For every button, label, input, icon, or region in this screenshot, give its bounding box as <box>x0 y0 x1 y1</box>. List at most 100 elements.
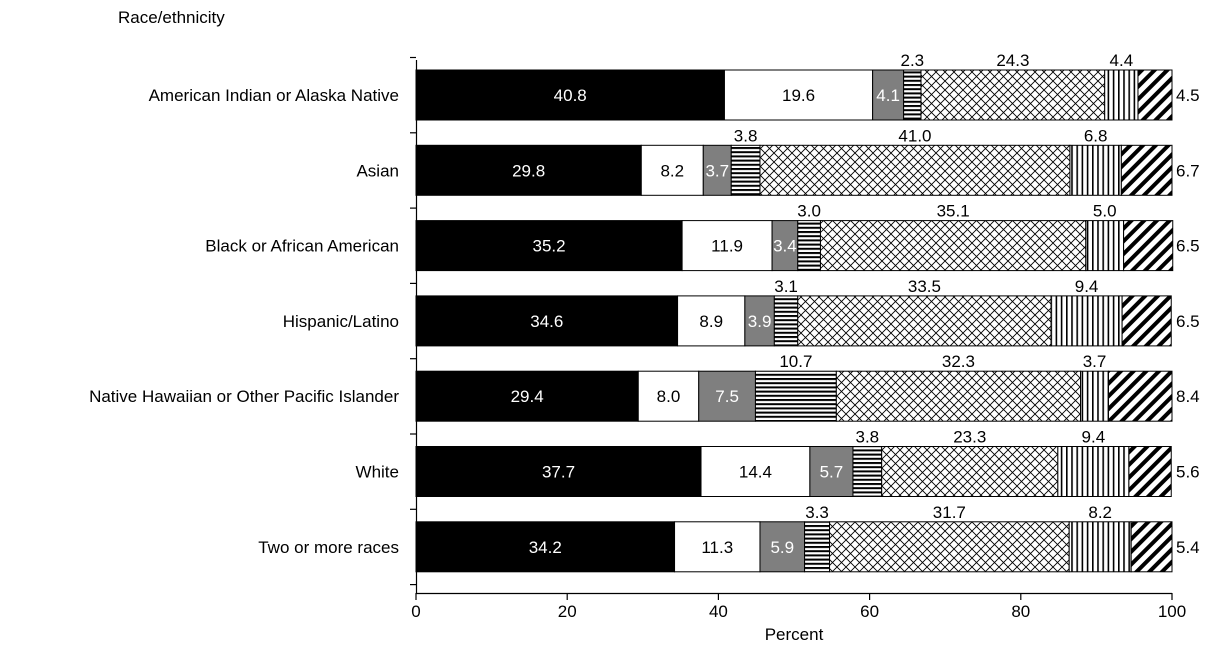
y-axis-title: Race/ethnicity <box>118 8 225 27</box>
data-label: 34.6 <box>530 312 563 331</box>
data-label: 35.2 <box>533 237 566 256</box>
ticks-group: 0 20 40 60 80 100 <box>410 56 1186 621</box>
data-label: 3.4 <box>773 237 797 256</box>
data-label: 3.3 <box>805 503 829 522</box>
bar-segment <box>759 521 806 573</box>
data-label: 37.7 <box>542 463 575 482</box>
data-label: 23.3 <box>953 428 986 447</box>
data-label: 5.7 <box>820 463 844 482</box>
data-label: 6.7 <box>1176 161 1200 180</box>
data-label: 9.4 <box>1082 428 1106 447</box>
bar-segment <box>835 370 1082 422</box>
data-label: 5.0 <box>1093 202 1117 221</box>
x-tick-label: 0 <box>411 602 420 621</box>
data-label: 10.7 <box>779 352 812 371</box>
data-label: 3.7 <box>705 161 729 180</box>
data-label: 32.3 <box>942 352 975 371</box>
bar-segment <box>1050 295 1123 347</box>
data-label: 6.5 <box>1176 312 1200 331</box>
bar-segment <box>829 521 1070 573</box>
bars-group <box>415 69 1174 573</box>
data-label: 35.1 <box>937 202 970 221</box>
x-tick-label: 40 <box>709 602 728 621</box>
data-label: 5.6 <box>1176 463 1200 482</box>
bar-segment <box>1137 69 1173 121</box>
data-label: 19.6 <box>782 86 815 105</box>
bar-segment <box>723 69 874 121</box>
bar-segment <box>698 370 756 422</box>
data-label: 29.4 <box>511 387 544 406</box>
data-label: 2.3 <box>900 51 924 70</box>
data-label: 33.5 <box>908 277 941 296</box>
bar-segment <box>1057 446 1130 497</box>
data-label: 3.0 <box>797 202 821 221</box>
bar-segment <box>797 220 821 272</box>
bar-segment <box>1121 295 1172 347</box>
bar-segment <box>872 69 905 121</box>
data-label: 8.9 <box>699 312 723 331</box>
bar-segment <box>1120 144 1173 196</box>
bar-segment <box>1068 521 1132 573</box>
data-label: 8.4 <box>1176 387 1200 406</box>
bar-segment <box>700 446 811 497</box>
bar-segment <box>415 370 639 422</box>
bar-segment <box>1130 521 1173 573</box>
data-label: 6.8 <box>1084 126 1108 145</box>
bar-segment <box>1107 370 1173 422</box>
category-label: Two or more races <box>258 538 399 557</box>
x-tick-label: 100 <box>1158 602 1186 621</box>
x-tick-label: 80 <box>1011 602 1030 621</box>
data-label: 4.4 <box>1110 51 1134 70</box>
category-labels-group: American Indian or Alaska Native Asian Bla… <box>89 86 399 557</box>
data-label: 40.8 <box>554 86 587 105</box>
bar-segment <box>730 144 761 196</box>
bar-segment <box>804 521 831 573</box>
data-label: 4.1 <box>876 86 900 105</box>
bar-segment <box>1128 446 1172 497</box>
data-label: 3.8 <box>856 428 880 447</box>
data-label: 9.4 <box>1075 277 1099 296</box>
bar-segment <box>771 220 799 272</box>
category-label: American Indian or Alaska Native <box>149 86 399 105</box>
bar-segment <box>640 144 704 196</box>
data-labels-group: 40.8 19.6 4.12.3 24.3 4.4 4.5 29.8 8.2 3.7 3.8 41.… <box>511 51 1200 557</box>
bar-segment <box>1080 370 1109 422</box>
axes-group <box>415 60 1172 595</box>
data-label: 3.7 <box>1083 352 1107 371</box>
data-label: 8.2 <box>1088 503 1112 522</box>
data-label: 31.7 <box>933 503 966 522</box>
data-label: 11.9 <box>711 237 743 256</box>
bar-segment <box>852 446 883 497</box>
bar-segment <box>819 220 1087 272</box>
data-label: 24.3 <box>996 51 1029 70</box>
category-label: White <box>356 463 399 482</box>
data-label: 3.1 <box>774 277 798 296</box>
data-label: 4.5 <box>1176 86 1200 105</box>
bar-segment <box>415 220 683 272</box>
bar-segment <box>415 144 642 196</box>
bar-segment <box>773 295 799 347</box>
bar-segment <box>759 144 1071 196</box>
data-label: 41.0 <box>898 126 931 145</box>
data-label: 3.8 <box>734 126 758 145</box>
bar-segment <box>1069 144 1122 196</box>
data-label: 7.5 <box>715 387 739 406</box>
bar-segment <box>681 220 773 272</box>
x-tick-label: 20 <box>558 602 577 621</box>
x-tick-label: 60 <box>860 602 879 621</box>
data-label: 11.3 <box>701 538 733 557</box>
bar-segment <box>415 446 702 497</box>
bar-segment <box>797 295 1052 347</box>
bar-segment <box>1123 220 1174 272</box>
bar-segment <box>1104 69 1139 121</box>
bar-segment <box>1085 220 1125 272</box>
category-label: Asian <box>356 161 399 180</box>
data-label: 8.0 <box>657 387 681 406</box>
data-label: 34.2 <box>529 538 562 557</box>
bar-segment <box>415 69 725 121</box>
category-label: Hispanic/Latino <box>283 312 399 331</box>
bar-segment <box>754 370 837 422</box>
data-label: 29.8 <box>512 161 545 180</box>
data-label: 6.5 <box>1176 237 1200 256</box>
